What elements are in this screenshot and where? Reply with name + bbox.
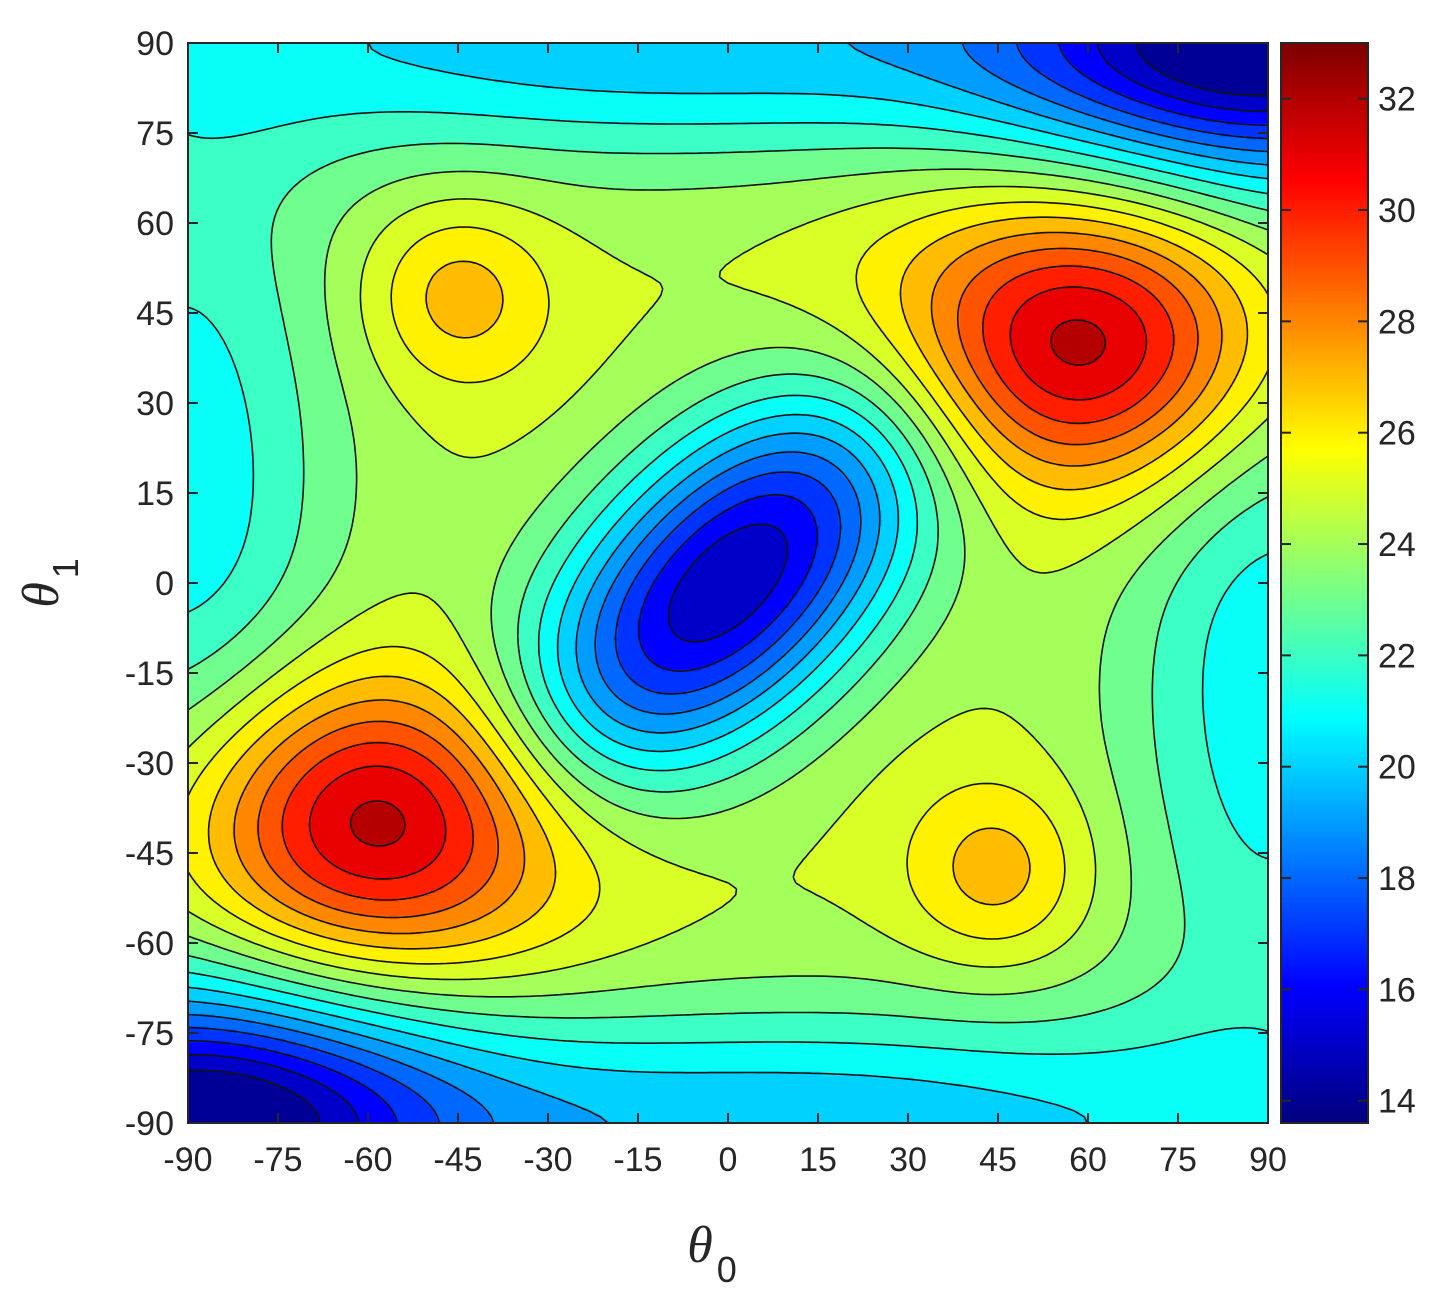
- y-tick-label: 0: [155, 565, 174, 603]
- contour-line-11: [188, 201, 1268, 965]
- x-tick-label: 30: [889, 1141, 927, 1179]
- y-tick-label: -15: [125, 655, 174, 693]
- contour-line-10: [188, 185, 1268, 981]
- contour-line-3: [188, 43, 1268, 1123]
- x-tick-label: -45: [433, 1141, 482, 1179]
- y-tick-label: 30: [136, 385, 174, 423]
- plot-area: [188, 43, 1268, 1123]
- colorbar-ticks: 14 16 18 20 22 24 26 28 30 32: [1281, 81, 1416, 1121]
- x-tick-label: -15: [613, 1141, 662, 1179]
- colorbar: 14 16 18 20 22 24 26 28 30 32: [1280, 42, 1416, 1124]
- contour-line-2: [188, 43, 1268, 1123]
- colorbar-gradient: [1281, 43, 1368, 1123]
- colorbar-tick-label: 22: [1378, 637, 1416, 675]
- y-tick-label: -30: [125, 745, 174, 783]
- contour-line-5: [188, 43, 1268, 1123]
- x-tick-label: 45: [979, 1141, 1017, 1179]
- colorbar-tick-label: 20: [1378, 749, 1416, 787]
- y-tick-label: 90: [136, 25, 174, 63]
- x-tick-label: 15: [799, 1141, 837, 1179]
- x-tick-label: 90: [1249, 1141, 1287, 1179]
- y-tick-label: -45: [125, 835, 174, 873]
- x-tick-label: -75: [253, 1141, 302, 1179]
- contour-field: [188, 43, 1268, 1123]
- colorbar-tick-label: 14: [1378, 1083, 1416, 1121]
- x-axis: -90 -75 -60 -45 -30 -15 0 15 30 45 60 75 90: [163, 43, 1287, 1179]
- contour-line-13: [233, 231, 1223, 935]
- y-axis: -90 -75 -60 -45 -30 -15 0 15 30 45 60 75 90: [125, 25, 1268, 1143]
- colorbar-tick-label: 32: [1378, 81, 1416, 119]
- x-tick-label: -60: [343, 1141, 392, 1179]
- y-tick-label: 60: [136, 205, 174, 243]
- contour-line-6: [188, 43, 1268, 1123]
- contour-line-15: [281, 265, 1175, 901]
- colorbar-tick-label: 16: [1378, 971, 1416, 1009]
- colorbar-tick-label: 28: [1378, 303, 1416, 341]
- contour-line-12: [207, 216, 1249, 950]
- contour-line-16: [308, 286, 1148, 880]
- y-tick-label: -60: [125, 925, 174, 963]
- y-tick-label: -90: [125, 1105, 174, 1143]
- x-tick-label: -30: [523, 1141, 572, 1179]
- contour-line-7: [188, 111, 1268, 1055]
- contour-line-8: [188, 142, 1268, 1024]
- colorbar-tick-label: 18: [1378, 860, 1416, 898]
- colorbar-tick-label: 30: [1378, 192, 1416, 230]
- x-tick-label: -90: [163, 1141, 212, 1179]
- contour-line-1: [188, 43, 1268, 1123]
- contour-line-14: [257, 247, 1199, 919]
- x-tick-label: 0: [719, 1141, 738, 1179]
- contour-line-9: [188, 168, 1268, 998]
- colorbar-frame: [1280, 42, 1369, 1124]
- colorbar-tick-label: 24: [1378, 526, 1416, 564]
- y-tick-label: 15: [136, 475, 174, 513]
- contour-line-17: [349, 319, 1107, 847]
- contour-lines: [188, 43, 1268, 1123]
- x-tick-label: 75: [1159, 1141, 1197, 1179]
- y-axis-label: θ1: [13, 558, 86, 608]
- y-tick-label: 75: [136, 115, 174, 153]
- y-tick-label: 45: [136, 295, 174, 333]
- y-tick-label: -75: [125, 1015, 174, 1053]
- x-tick-label: 60: [1069, 1141, 1107, 1179]
- colorbar-tick-label: 26: [1378, 415, 1416, 453]
- contour-line-4: [188, 43, 1268, 1123]
